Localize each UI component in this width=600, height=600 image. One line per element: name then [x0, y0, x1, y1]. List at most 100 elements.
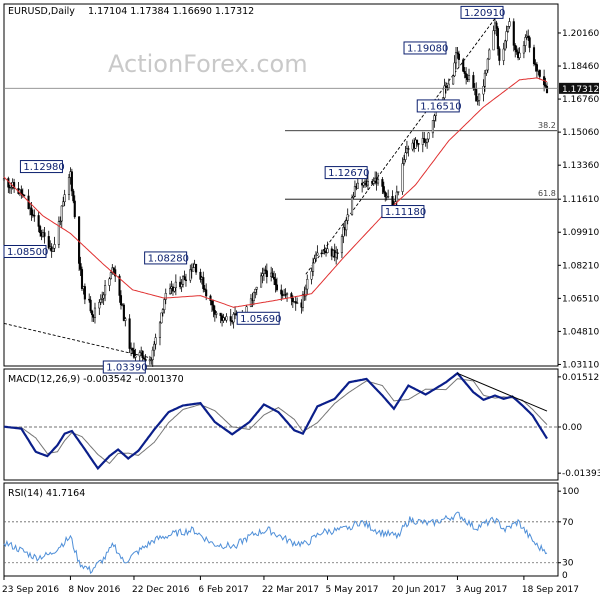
candle-body: [173, 287, 176, 292]
candle-body: [512, 21, 515, 46]
candle-body: [476, 100, 479, 102]
rsi-title: RSI(14) 41.7164: [8, 488, 85, 499]
candle-body: [174, 281, 177, 288]
candle-body: [426, 138, 429, 143]
candle-body: [504, 40, 507, 50]
price-tick-label: 1.20160: [562, 29, 599, 39]
candle-body: [212, 304, 215, 311]
candle-body: [472, 75, 475, 89]
moving-average-line: [3, 77, 548, 308]
candle-body: [138, 352, 141, 357]
candle-body: [310, 271, 313, 280]
candle-body: [306, 278, 309, 290]
candle-body: [108, 278, 111, 286]
candle-body: [203, 288, 206, 291]
candle-body: [453, 62, 456, 77]
price-label-box: [416, 99, 460, 113]
candle-body: [122, 304, 125, 321]
candle-body: [486, 58, 489, 71]
candle-body: [444, 85, 447, 88]
candle-body: [232, 314, 235, 323]
price-label-box: [3, 244, 47, 258]
candle-body: [262, 269, 265, 274]
price-label-text: 1.03390: [106, 363, 147, 374]
price-tick-label: 1.03110: [562, 360, 599, 370]
rsi-axis: 100 70 30 0: [558, 487, 579, 581]
candle-body: [80, 269, 84, 289]
candle-body: [286, 293, 289, 295]
candle-body: [209, 295, 212, 301]
candle-body: [124, 318, 127, 321]
candle-body: [91, 310, 94, 316]
candle-body: [433, 115, 436, 121]
price-label-text: 1.20910: [464, 8, 505, 19]
price-label-box: [460, 5, 504, 19]
candle-body: [131, 347, 134, 351]
candle-body: [514, 45, 517, 50]
candle-body: [352, 195, 355, 198]
candle-body: [423, 138, 426, 143]
candle-body: [376, 179, 380, 184]
macd-tick-label: 0.01512: [562, 373, 599, 383]
candle-body: [134, 355, 137, 358]
price-label-text: 1.08280: [148, 253, 189, 264]
candle-body: [53, 244, 56, 249]
candle-body: [502, 48, 505, 61]
candle-body: [402, 159, 406, 164]
candle-body: [153, 343, 156, 351]
candle-body: [229, 316, 232, 322]
price-pane-frame: [3, 3, 559, 367]
date-tick-label: 3 Aug 2017: [455, 585, 507, 595]
macd-trendline: [457, 372, 548, 412]
candle-body: [70, 171, 73, 192]
candle-body: [101, 297, 104, 300]
macd-signal-line: [4, 378, 548, 465]
macd-line: [3, 371, 548, 471]
candle-body: [485, 69, 488, 74]
candle-body: [114, 269, 117, 277]
candle-body: [154, 337, 157, 345]
rsi-tick-label: 70: [562, 518, 574, 528]
candle-body: [151, 349, 154, 360]
candle-body: [545, 86, 549, 93]
candle-body: [83, 286, 86, 300]
candle-body: [7, 178, 10, 188]
candle-body: [210, 300, 214, 306]
candle-body: [353, 186, 356, 197]
candle-body: [261, 273, 264, 277]
date-tick-label: 18 Sep 2017: [522, 585, 579, 595]
candle-body: [290, 293, 293, 299]
candle-body: [43, 232, 46, 237]
candle-body: [225, 316, 228, 321]
candle-body: [535, 64, 538, 72]
candle-body: [202, 277, 205, 289]
candle-body: [508, 21, 511, 27]
candle-body: [518, 52, 521, 58]
candle-body: [522, 45, 525, 54]
date-tick-label: 22 Mar 2017: [262, 585, 319, 595]
candle-body: [415, 139, 419, 144]
rsi-tick-label: 100: [562, 487, 579, 497]
price-label-box: [324, 166, 368, 180]
price-tick-label: 1.13360: [562, 161, 599, 171]
candle-body: [205, 289, 208, 297]
price-label-text: 1.12670: [328, 168, 369, 179]
last-price-box: [559, 82, 599, 94]
candle-body: [141, 350, 144, 359]
price-tick-label: 1.09910: [562, 228, 599, 238]
candle-body: [407, 148, 410, 150]
candle-body: [60, 205, 63, 222]
candle-body: [452, 75, 455, 85]
candle-body: [291, 297, 294, 302]
candle-body: [498, 48, 501, 61]
candle-body: [88, 298, 91, 301]
candle-body: [213, 310, 216, 315]
price-tick-label: 1.18460: [562, 62, 599, 72]
rsi-tick-label: 30: [562, 559, 574, 569]
candle-body: [164, 293, 167, 300]
candle-body: [342, 227, 345, 237]
candle-body: [457, 53, 460, 60]
candle-body: [93, 307, 97, 318]
candle-body: [274, 279, 277, 286]
